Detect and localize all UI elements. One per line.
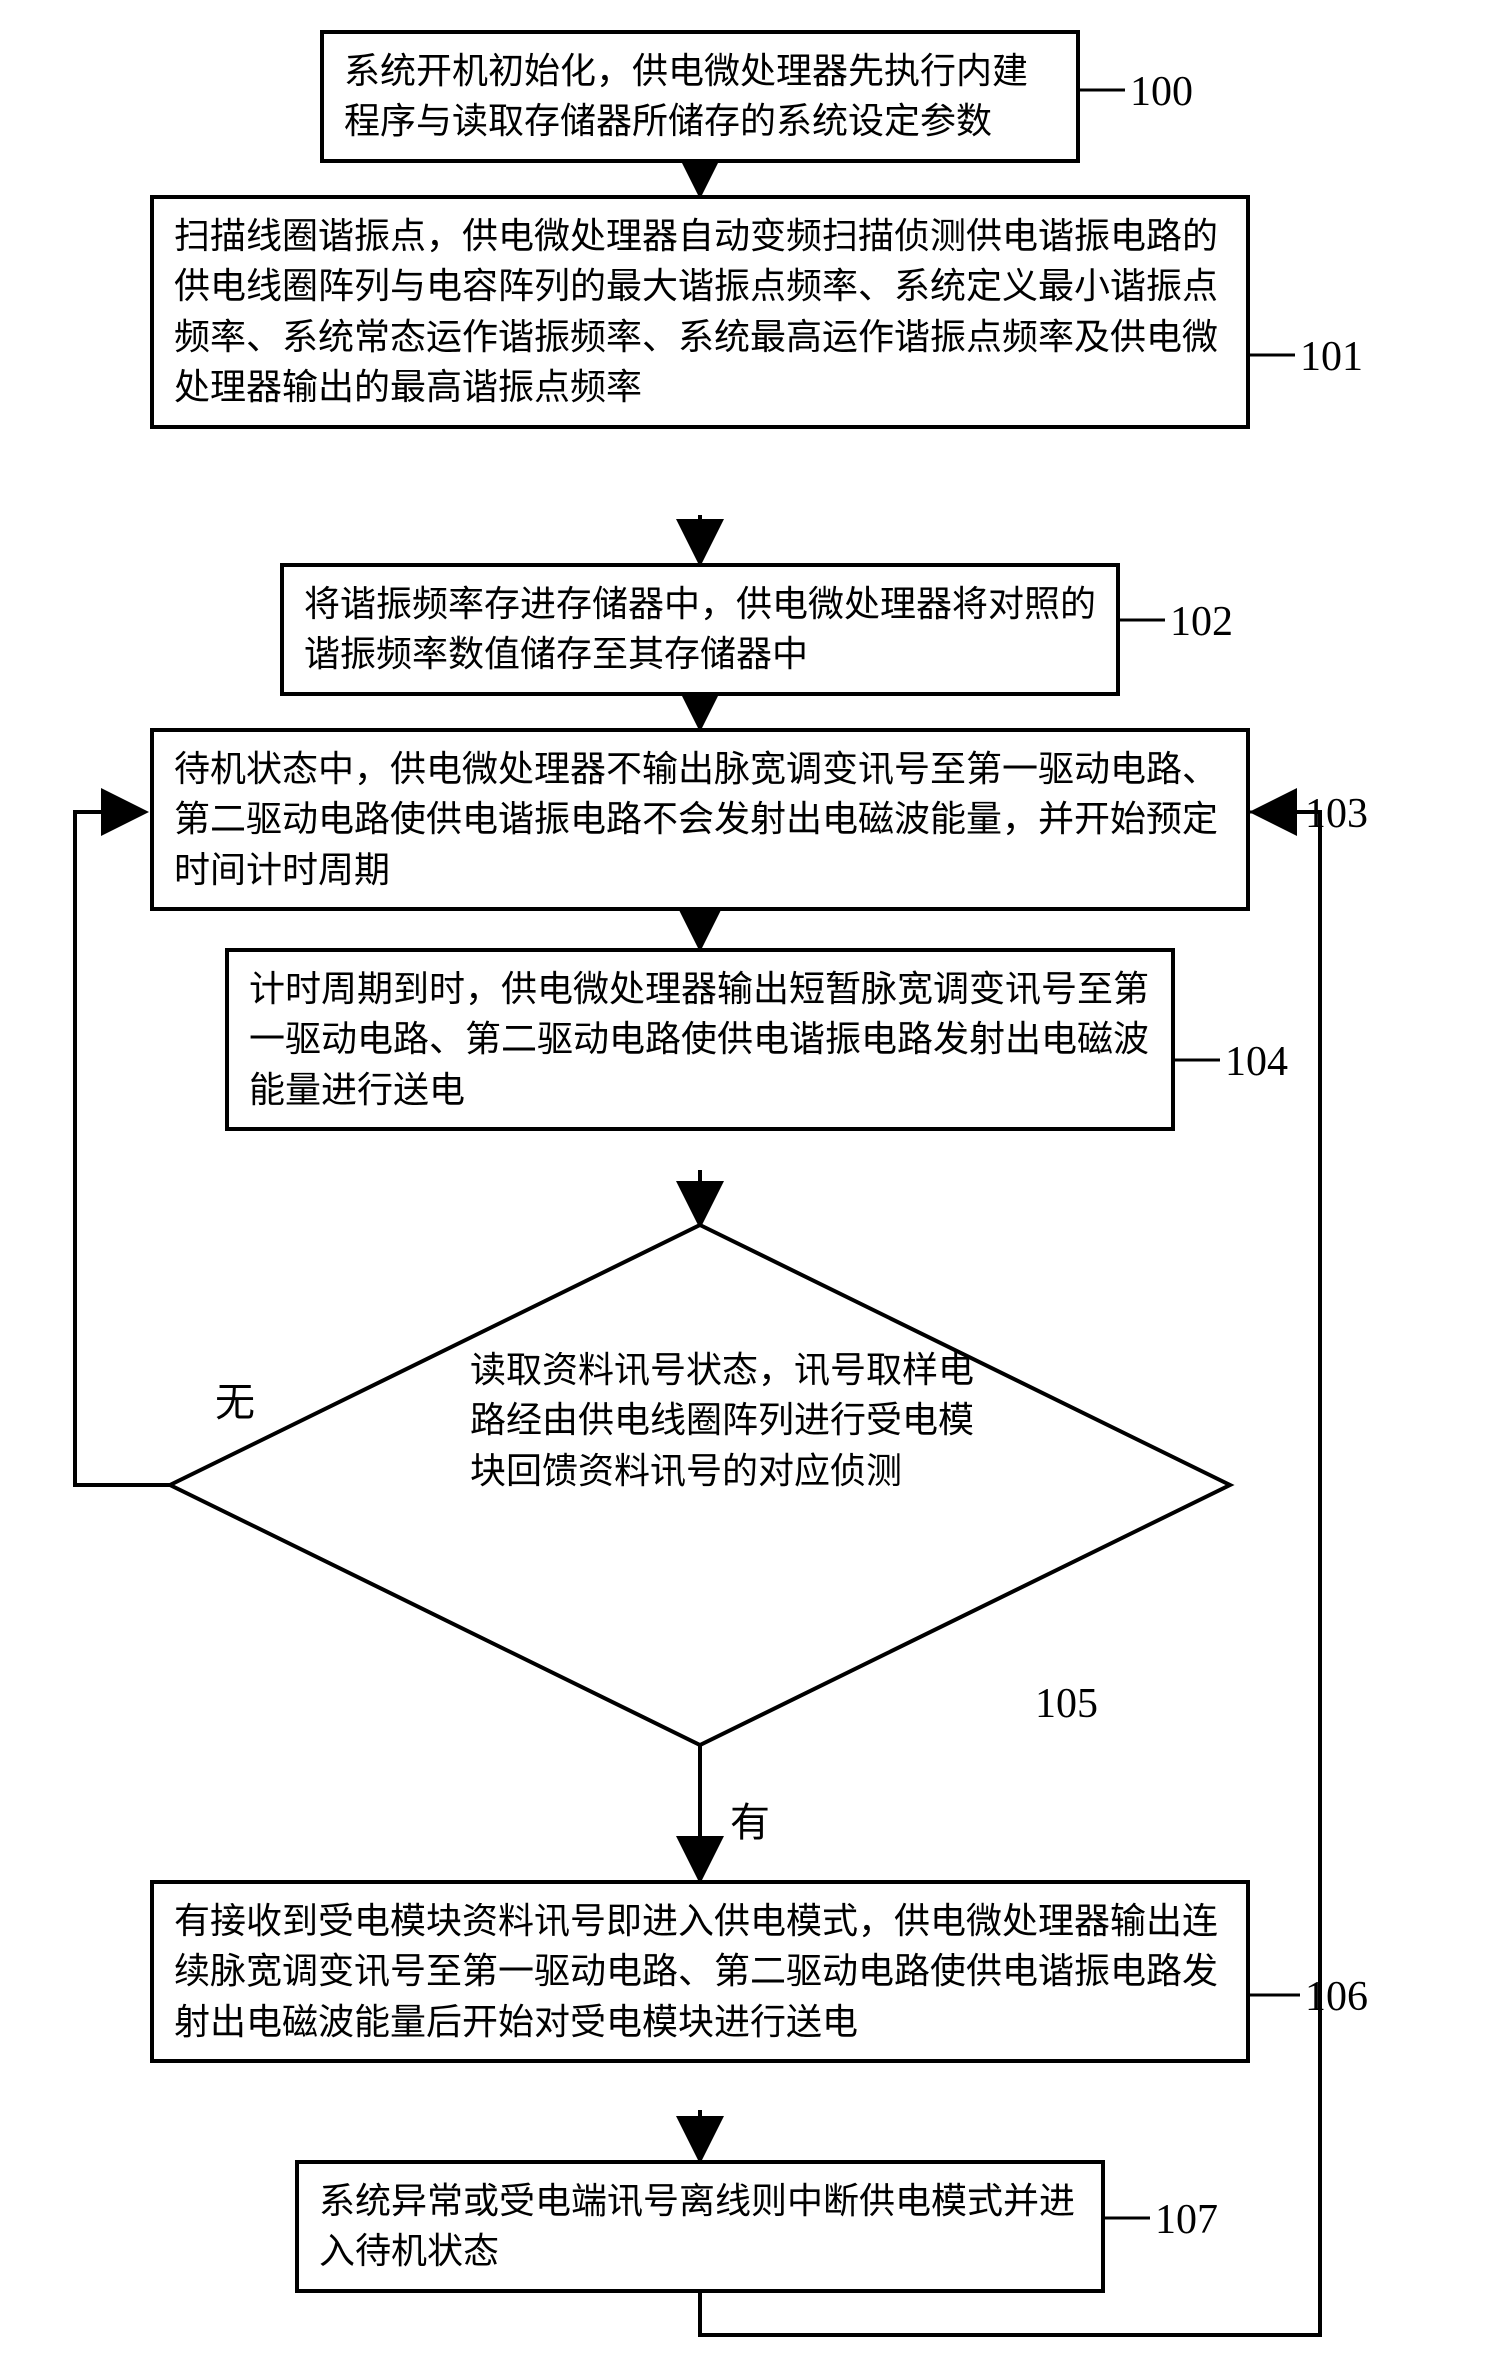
flow-label-103: 103: [1305, 790, 1368, 838]
flow-node-104-text: 计时周期到时，供电微处理器输出短暂脉宽调变讯号至第一驱动电路、第二驱动电路使供电…: [249, 969, 1149, 1110]
flow-node-105: 读取资料讯号状态，讯号取样电路经由供电线圈阵列进行受电模块回馈资料讯号的对应侦测: [470, 1345, 990, 1496]
flow-node-102: 将谐振频率存进存储器中，供电微处理器将对照的谐振频率数值储存至其存储器中: [280, 563, 1120, 696]
flow-node-104: 计时周期到时，供电微处理器输出短暂脉宽调变讯号至第一驱动电路、第二驱动电路使供电…: [225, 948, 1175, 1131]
flow-node-106: 有接收到受电模块资料讯号即进入供电模式，供电微处理器输出连续脉宽调变讯号至第一驱…: [150, 1880, 1250, 2063]
flow-label-107: 107: [1155, 2196, 1218, 2244]
branch-no-label: 无: [215, 1370, 255, 1428]
flow-node-102-text: 将谐振频率存进存储器中，供电微处理器将对照的谐振频率数值储存至其存储器中: [304, 584, 1096, 674]
flow-node-107: 系统异常或受电端讯号离线则中断供电模式并进入待机状态: [295, 2160, 1105, 2293]
flow-label-101: 101: [1300, 333, 1363, 381]
flow-node-103-text: 待机状态中，供电微处理器不输出脉宽调变讯号至第一驱动电路、第二驱动电路使供电谐振…: [174, 749, 1218, 890]
flow-node-100-text: 系统开机初始化，供电微处理器先执行内建程序与读取存储器所储存的系统设定参数: [344, 51, 1028, 141]
flow-node-105-text: 读取资料讯号状态，讯号取样电路经由供电线圈阵列进行受电模块回馈资料讯号的对应侦测: [470, 1350, 974, 1491]
flow-node-106-text: 有接收到受电模块资料讯号即进入供电模式，供电微处理器输出连续脉宽调变讯号至第一驱…: [174, 1901, 1218, 2042]
flow-label-105: 105: [1035, 1680, 1098, 1728]
flow-node-100: 系统开机初始化，供电微处理器先执行内建程序与读取存储器所储存的系统设定参数: [320, 30, 1080, 163]
branch-yes-label: 有: [730, 1790, 770, 1848]
flow-label-102: 102: [1170, 598, 1233, 646]
flow-label-104: 104: [1225, 1038, 1288, 1086]
flow-node-103: 待机状态中，供电微处理器不输出脉宽调变讯号至第一驱动电路、第二驱动电路使供电谐振…: [150, 728, 1250, 911]
flow-label-106: 106: [1305, 1973, 1368, 2021]
flow-node-101-text: 扫描线圈谐振点，供电微处理器自动变频扫描侦测供电谐振电路的供电线圈阵列与电容阵列…: [174, 216, 1218, 407]
flow-node-101: 扫描线圈谐振点，供电微处理器自动变频扫描侦测供电谐振电路的供电线圈阵列与电容阵列…: [150, 195, 1250, 429]
flow-node-107-text: 系统异常或受电端讯号离线则中断供电模式并进入待机状态: [319, 2181, 1075, 2271]
flow-label-100: 100: [1130, 68, 1193, 116]
flowchart-container: 系统开机初始化，供电微处理器先执行内建程序与读取存储器所储存的系统设定参数 10…: [0, 0, 1487, 2376]
